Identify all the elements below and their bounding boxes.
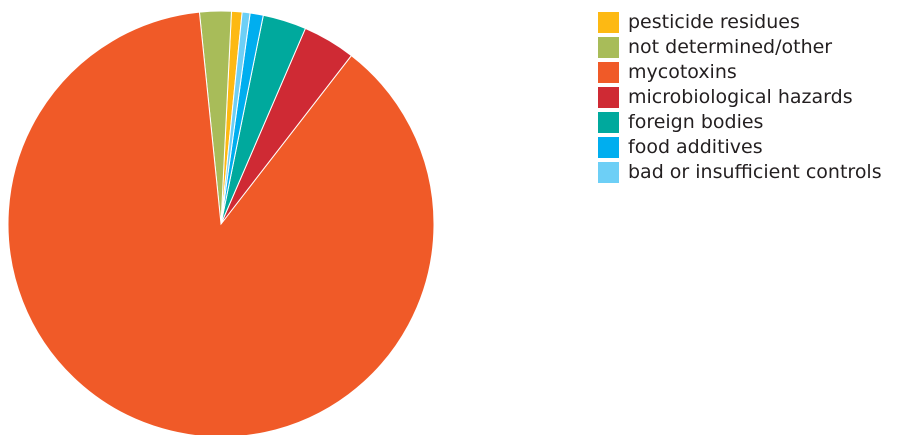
legend-swatch	[598, 62, 619, 83]
legend-item-foreign-bodies: foreign bodies	[598, 110, 893, 135]
legend-label: not determined/other	[628, 36, 833, 58]
legend-item-food-additives: food additives	[598, 135, 893, 160]
pie-slice-bad-or-insufficient-controls	[220, 11, 251, 225]
legend-item-microbiological-hazards: microbiological hazards	[598, 85, 893, 110]
legend-swatch	[598, 137, 619, 158]
legend-item-not-determined-other: not determined/other	[598, 35, 893, 60]
legend-label: microbiological hazards	[628, 86, 853, 108]
legend-swatch	[598, 12, 619, 33]
legend-label: bad or insufficient controls	[628, 161, 882, 183]
pie-slice-mycotoxins	[7, 11, 435, 435]
legend-item-bad-or-insufficient-controls: bad or insufficient controls	[598, 160, 893, 185]
legend-swatch	[598, 162, 619, 183]
legend-label: food additives	[628, 136, 763, 158]
legend-label: mycotoxins	[628, 61, 737, 83]
legend-item-mycotoxins: mycotoxins	[598, 60, 893, 85]
legend-label: foreign bodies	[628, 111, 764, 133]
legend: pesticide residues not determined/other …	[598, 10, 893, 185]
legend-label: pesticide residues	[628, 11, 800, 33]
pie-slices	[7, 10, 435, 435]
legend-swatch	[598, 112, 619, 133]
legend-item-pesticide-residues: pesticide residues	[598, 10, 893, 35]
legend-swatch	[598, 87, 619, 108]
legend-swatch	[598, 37, 619, 58]
